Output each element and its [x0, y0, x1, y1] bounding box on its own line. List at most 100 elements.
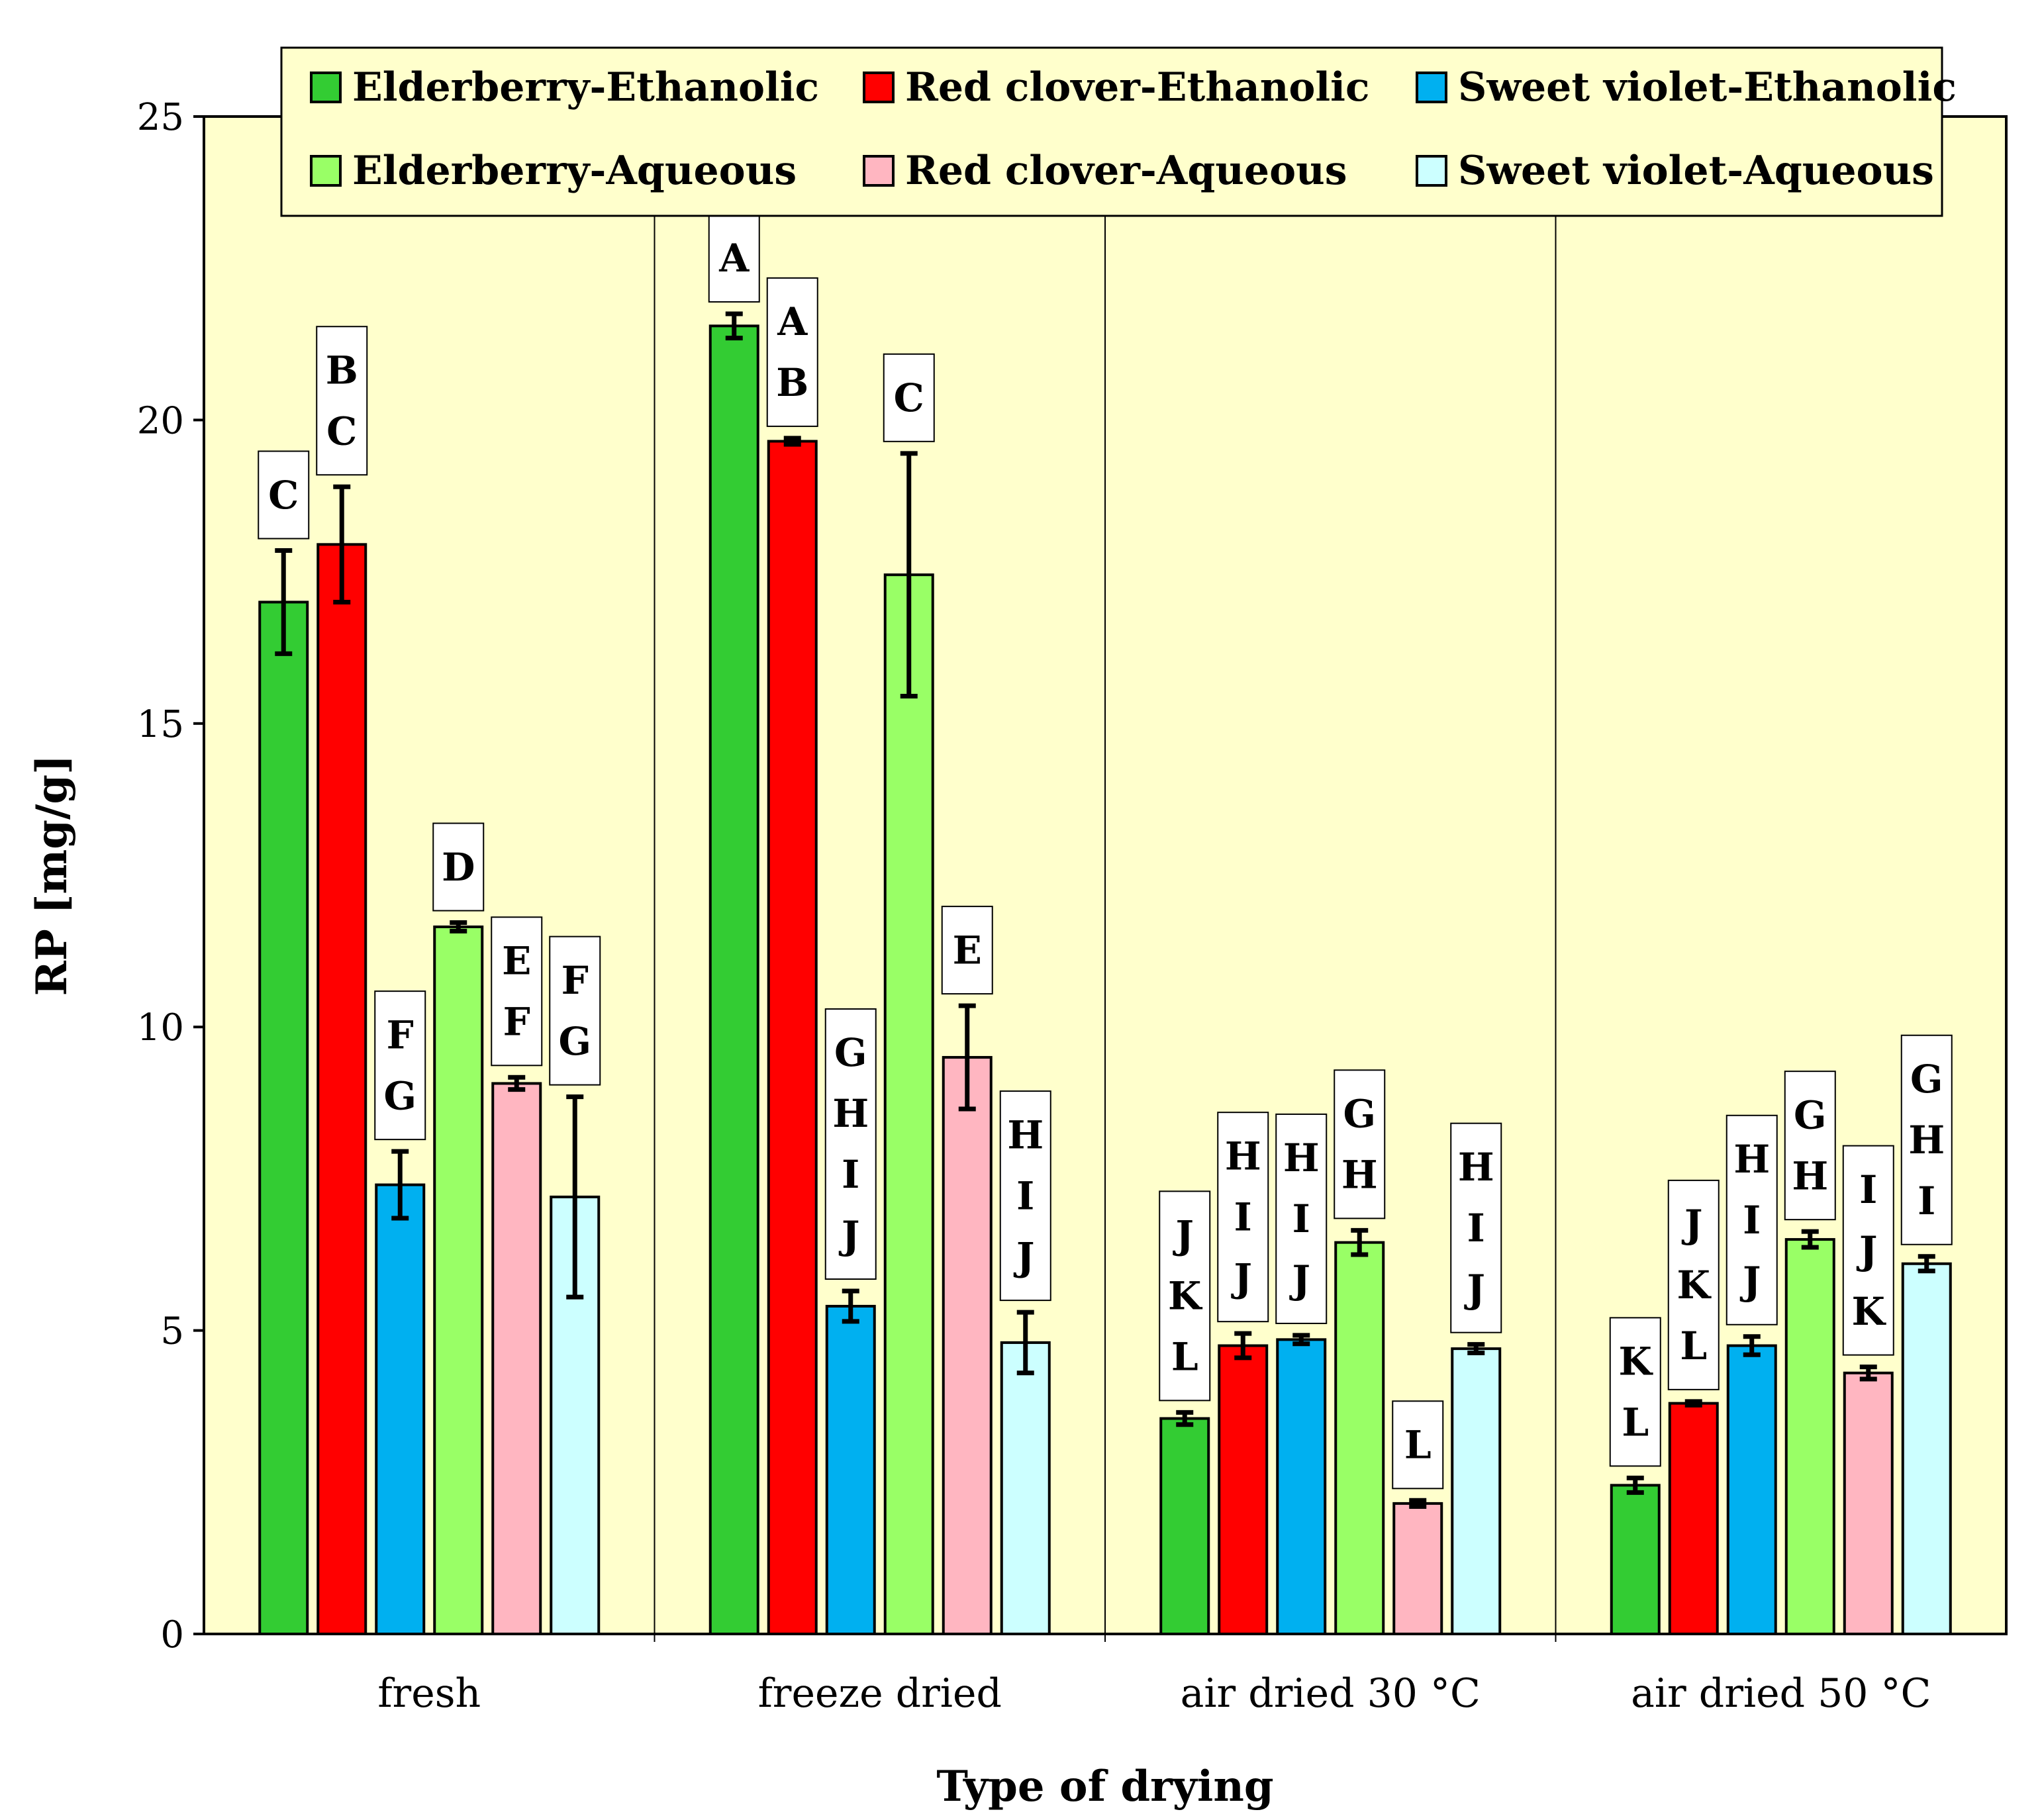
significance-box — [1392, 1400, 1444, 1490]
legend-label: Elderberry-Ethanolic — [352, 64, 819, 111]
significance-letter: J — [838, 1213, 859, 1258]
bars-layer — [258, 324, 1952, 1636]
bar — [1901, 1262, 1952, 1635]
significance-box — [941, 906, 993, 995]
x-axis-title: Type of drying — [936, 1762, 1273, 1811]
legend-box — [280, 46, 1943, 217]
significance-letter: C — [894, 375, 924, 420]
bar — [433, 925, 484, 1635]
significance-letter: I — [1467, 1206, 1485, 1251]
significance-letter: H — [1792, 1153, 1828, 1198]
legend-item: Elderberry-Ethanolic — [310, 64, 819, 111]
significance-box — [1450, 1122, 1502, 1333]
significance-box — [824, 1008, 877, 1280]
significance-letter: G — [834, 1030, 867, 1075]
significance-letter: I — [842, 1152, 859, 1197]
significance-letter: B — [776, 360, 808, 405]
legend-item: Sweet violet-Aqueous — [1416, 148, 1934, 194]
significance-label: C — [883, 353, 935, 442]
significance-letter: J — [1681, 1202, 1702, 1247]
legend-item: Red clover-Ethanolic — [863, 64, 1369, 111]
significance-label: E — [941, 906, 993, 995]
bar — [1668, 1402, 1719, 1635]
significance-box — [1667, 1179, 1720, 1390]
significance-letter: C — [268, 473, 299, 518]
y-axis: 0 5 10 15 20 25 — [137, 96, 204, 1656]
significance-box — [491, 916, 543, 1067]
significance-label: IJK — [1842, 1145, 1894, 1356]
significance-letter: I — [1859, 1167, 1877, 1212]
y-tick-label: 0 — [160, 1613, 184, 1656]
significance-letter: J — [1289, 1257, 1310, 1302]
significance-letter: H — [1908, 1118, 1945, 1163]
legend-item: Sweet violet-Ethanolic — [1416, 64, 1957, 111]
bar — [1451, 1347, 1502, 1635]
significance-letter: H — [1007, 1112, 1044, 1157]
significance-box — [432, 822, 485, 912]
bar — [316, 543, 367, 1635]
bar — [1610, 1484, 1661, 1636]
significance-letter: H — [1283, 1135, 1320, 1180]
legend-item: Elderberry-Aqueous — [310, 148, 797, 194]
significance-box — [1217, 1112, 1269, 1323]
significance-letter: I — [1743, 1198, 1761, 1243]
significance-letter: C — [326, 408, 357, 454]
significance-box — [1842, 1145, 1894, 1356]
significance-label: AB — [766, 277, 818, 427]
significance-letter: G — [383, 1073, 416, 1118]
legend-item: Red clover-Aqueous — [863, 148, 1347, 194]
significance-letter: K — [1677, 1263, 1712, 1308]
legend-label: Sweet violet-Aqueous — [1458, 148, 1934, 194]
significance-box — [1609, 1317, 1661, 1467]
significance-box — [1726, 1114, 1778, 1325]
significance-letter: J — [1231, 1255, 1252, 1300]
y-tick-label: 25 — [137, 96, 184, 139]
significance-box — [1784, 1071, 1836, 1221]
significance-box — [1275, 1113, 1328, 1324]
significance-letter: K — [1168, 1274, 1203, 1319]
significance-label: KL — [1609, 1317, 1661, 1467]
significance-letter: E — [953, 928, 982, 973]
significance-letter: J — [1173, 1213, 1194, 1258]
legend-swatch — [1416, 72, 1447, 103]
bar — [258, 600, 309, 1636]
significance-label: BC — [316, 326, 368, 476]
bar — [491, 1082, 542, 1635]
significance-box — [708, 213, 760, 303]
significance-letter: H — [1733, 1137, 1770, 1182]
significance-box — [1159, 1190, 1211, 1402]
bar — [1276, 1338, 1327, 1636]
y-axis-title: RP [mg/g] — [27, 755, 77, 996]
y-tick-label: 5 — [160, 1310, 184, 1353]
significance-letter: F — [561, 958, 589, 1003]
significance-letter: I — [1292, 1196, 1310, 1241]
legend: Elderberry-Ethanolic Red clover-Ethanolic… — [280, 46, 1957, 217]
significance-letter: F — [387, 1012, 414, 1057]
legend-label: Sweet violet-Ethanolic — [1458, 64, 1957, 111]
bar — [1784, 1238, 1835, 1635]
significance-letter: H — [1458, 1145, 1494, 1190]
significance-label: JKL — [1159, 1190, 1211, 1402]
bar — [1159, 1417, 1210, 1635]
significance-letter: I — [1016, 1173, 1034, 1218]
x-category-label: air dried 50 °C — [1631, 1670, 1931, 1717]
error-bars-layer — [275, 311, 1935, 1509]
significance-letter: D — [442, 845, 475, 890]
significance-letter: H — [1341, 1153, 1378, 1198]
significance-label: HIJ — [1450, 1122, 1502, 1333]
significance-letter: I — [1234, 1194, 1252, 1239]
significance-letter: L — [1680, 1323, 1707, 1368]
significance-label: D — [432, 822, 485, 912]
bar — [1000, 1341, 1051, 1636]
significance-letter: H — [1225, 1133, 1261, 1178]
bar — [1334, 1241, 1385, 1635]
significance-letter: J — [1739, 1259, 1761, 1304]
bar — [767, 440, 818, 1635]
bar — [375, 1183, 426, 1635]
significance-label: FG — [374, 990, 426, 1141]
significance-letter: J — [1856, 1228, 1877, 1273]
significance-letter: G — [1910, 1057, 1943, 1102]
